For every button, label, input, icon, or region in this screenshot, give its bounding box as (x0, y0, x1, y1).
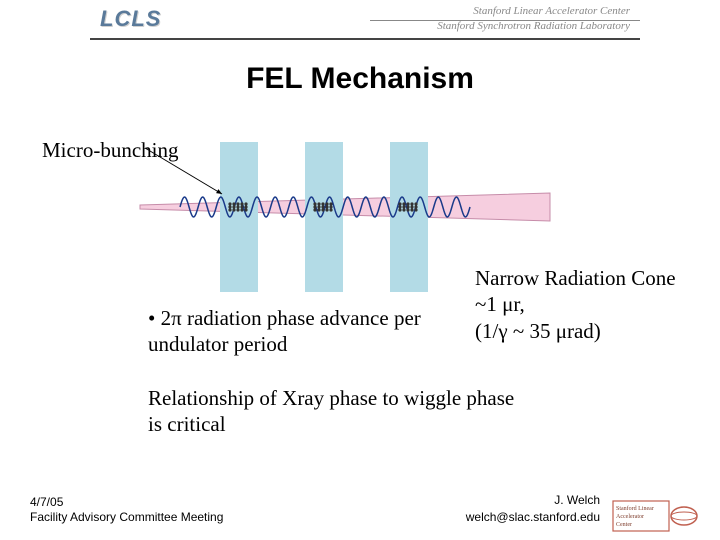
slide: LCLS Stanford Linear Accelerator Center … (0, 0, 720, 540)
phase-advance-text: • 2π radiation phase advance per undulat… (148, 305, 428, 358)
slide-title: FEL Mechanism (0, 62, 720, 96)
header-line2: Stanford Synchrotron Radiation Laborator… (437, 19, 630, 34)
footer-meeting: Facility Advisory Committee Meeting (30, 510, 223, 526)
header-divider (90, 38, 640, 40)
footer-right: J. Welch welch@slac.stanford.edu (466, 492, 600, 526)
footer-email: welch@slac.stanford.edu (466, 509, 600, 526)
header: LCLS Stanford Linear Accelerator Center … (0, 0, 720, 50)
ssrl-logo: Stanford Linear Accelerator Center (612, 500, 700, 532)
footer-left: 4/7/05 Facility Advisory Committee Meeti… (30, 495, 223, 526)
svg-text:Accelerator: Accelerator (616, 514, 644, 520)
svg-text:Stanford Linear: Stanford Linear (616, 505, 654, 512)
header-affiliation: Stanford Linear Accelerator Center Stanf… (437, 4, 630, 35)
relationship-text: Relationship of Xray phase to wiggle pha… (148, 385, 528, 438)
narrow-cone-text: Narrow Radiation Cone ~1 μr, (1/γ ~ 35 μ… (475, 265, 685, 344)
lcls-logo: LCLS (100, 6, 161, 32)
svg-text:Center: Center (616, 522, 632, 528)
footer-author: J. Welch (466, 492, 600, 509)
header-line1: Stanford Linear Accelerator Center (437, 4, 630, 19)
footer-date: 4/7/05 (30, 495, 223, 511)
